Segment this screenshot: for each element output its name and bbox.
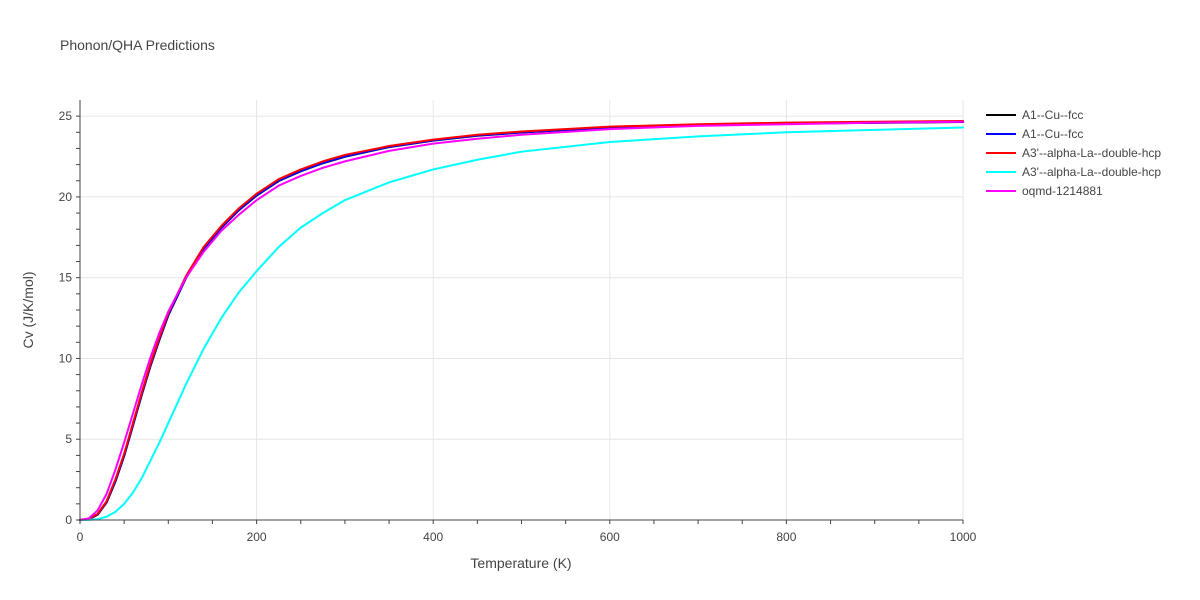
legend-item[interactable]: A1--Cu--fcc bbox=[986, 127, 1083, 141]
series-line-0 bbox=[78, 120, 965, 522]
series-layer bbox=[78, 120, 965, 522]
series-line-2 bbox=[79, 120, 964, 521]
y-tick-label: 0 bbox=[65, 513, 72, 527]
y-tick-label: 25 bbox=[59, 109, 73, 123]
legend-item[interactable]: A3'--alpha-La--double-hcp bbox=[986, 165, 1161, 179]
y-tick-label: 5 bbox=[65, 432, 72, 446]
legend-label: A3'--alpha-La--double-hcp bbox=[1022, 165, 1161, 179]
x-tick-label: 800 bbox=[776, 530, 796, 544]
series-line-3 bbox=[79, 126, 964, 521]
x-tick-label: 400 bbox=[423, 530, 443, 544]
legend-label: A1--Cu--fcc bbox=[1022, 108, 1083, 122]
legend-item[interactable]: A1--Cu--fcc bbox=[986, 108, 1083, 122]
legend-label: A1--Cu--fcc bbox=[1022, 127, 1083, 141]
axis-layer: 0 200 400 600 800 1000 0 5 10 15 20 25 bbox=[59, 100, 977, 544]
legend-item[interactable]: oqmd-1214881 bbox=[986, 184, 1103, 198]
x-tick-label: 200 bbox=[247, 530, 267, 544]
y-tick-label: 15 bbox=[59, 271, 73, 285]
y-tick-label: 20 bbox=[59, 190, 73, 204]
legend-label: oqmd-1214881 bbox=[1022, 184, 1103, 198]
x-tick-label: 0 bbox=[77, 530, 84, 544]
x-tick-label: 600 bbox=[600, 530, 620, 544]
series-line-4 bbox=[79, 120, 964, 521]
y-tick-label: 10 bbox=[59, 351, 73, 365]
legend-label: A3'--alpha-La--double-hcp bbox=[1022, 146, 1161, 160]
x-tick-label: 1000 bbox=[950, 530, 977, 544]
legend-item[interactable]: A3'--alpha-La--double-hcp bbox=[986, 146, 1161, 160]
series-line-1 bbox=[79, 120, 964, 521]
x-axis-title: Temperature (K) bbox=[470, 555, 571, 571]
grid-layer bbox=[80, 100, 964, 520]
chart-title: Phonon/QHA Predictions bbox=[60, 37, 215, 53]
y-axis-title: Cv (J/K/mol) bbox=[20, 272, 36, 349]
legend[interactable]: A1--Cu--fcc A1--Cu--fcc A3'--alpha-La--dou… bbox=[986, 108, 1161, 198]
